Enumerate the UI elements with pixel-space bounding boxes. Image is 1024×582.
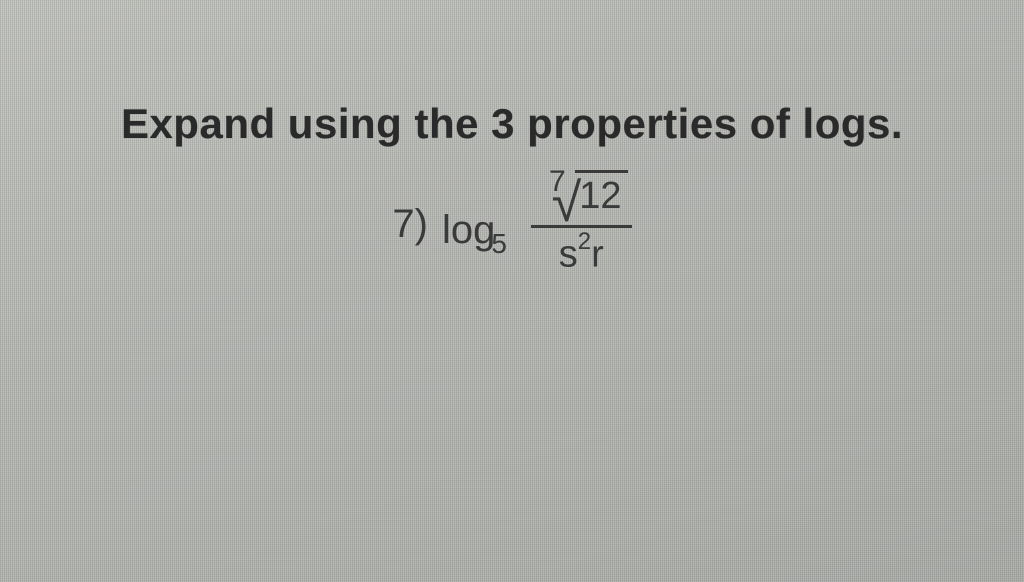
numerator: 7 √ 12 (531, 176, 632, 221)
fraction: 7 √ 12 s2r (531, 176, 632, 274)
log-word: log (442, 208, 495, 252)
denom-exponent: 2 (578, 228, 591, 255)
problem-7: 7) log5 7 √ 12 s2r (392, 176, 631, 274)
log-base: 5 (491, 228, 507, 259)
instruction-title: Expand using the 3 properties of logs. (0, 100, 1024, 148)
log-expression: log5 (442, 202, 517, 247)
radicand: 12 (575, 170, 627, 215)
worksheet-content: Expand using the 3 properties of logs. 7… (0, 100, 1024, 274)
denominator: s2r (553, 234, 610, 274)
denom-s: s (559, 234, 578, 276)
problem-number: 7) (392, 202, 428, 247)
denom-r: r (591, 234, 604, 276)
